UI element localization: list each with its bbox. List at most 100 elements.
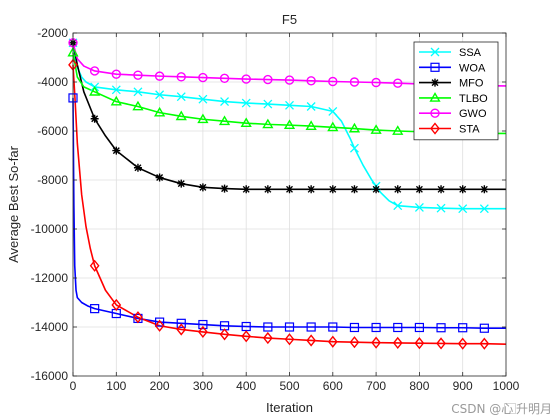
marker-gwo	[349, 77, 360, 87]
x-tick-label: 200	[150, 379, 170, 393]
marker-mfo	[90, 114, 99, 123]
marker-woa	[90, 304, 100, 314]
watermark: CSDN @心 ⃞升明月	[451, 402, 552, 416]
legend-item-gwo: GWO	[419, 108, 487, 120]
x-tick-label: 800	[409, 379, 429, 393]
marker-mfo	[372, 185, 381, 194]
legend-item-ssa: SSA	[419, 47, 482, 59]
series-line-woa	[72, 97, 506, 330]
y-tick-label: -8000	[37, 173, 68, 187]
x-tick-label: 400	[236, 379, 256, 393]
marker-gwo	[89, 66, 100, 76]
marker-tlbo	[175, 110, 187, 121]
marker-ssa	[263, 99, 273, 109]
marker-sta	[457, 337, 468, 350]
marker-sta	[306, 334, 317, 347]
marker-sta	[414, 337, 425, 350]
marker-mfo	[133, 163, 142, 172]
marker-woa	[393, 322, 403, 333]
marker-sta	[241, 330, 252, 343]
marker-sta	[198, 325, 208, 339]
marker-woa	[263, 322, 273, 332]
marker-sta	[392, 336, 403, 350]
legend-label-sta: STA	[459, 124, 480, 136]
marker-gwo	[263, 74, 273, 85]
axis-ticks: 0 100 200 300 400 500 600 700 800 900 1000 -2000 -40…	[31, 26, 520, 393]
marker-gwo	[219, 73, 230, 84]
marker-sta	[133, 311, 143, 324]
marker-woa	[479, 323, 489, 333]
marker-mfo	[415, 185, 424, 194]
legend-marker-mfo	[431, 78, 439, 87]
marker-tlbo	[305, 120, 317, 131]
marker-gwo	[306, 76, 316, 86]
legend-marker-gwo	[430, 108, 440, 118]
y-tick-label: -2000	[37, 26, 68, 40]
marker-gwo	[393, 78, 403, 88]
y-tick-label: -10000	[31, 222, 69, 236]
marker-mfo	[285, 185, 294, 194]
legend-label-ssa: SSA	[459, 47, 482, 59]
marker-mfo	[437, 185, 446, 194]
marker-woa	[176, 318, 186, 328]
marker-ssa	[436, 203, 446, 213]
legend-marker-tlbo	[429, 92, 441, 102]
marker-ssa	[306, 102, 316, 111]
marker-ssa	[328, 106, 338, 116]
series-markers-sta	[68, 58, 490, 350]
marker-ssa	[414, 202, 424, 212]
marker-mfo	[112, 146, 121, 155]
legend-label-woa: WOA	[459, 62, 486, 74]
legend-label-gwo: GWO	[459, 108, 487, 120]
marker-mfo	[480, 185, 489, 194]
legend-marker-woa	[430, 62, 440, 72]
marker-ssa	[155, 90, 165, 100]
marker-woa	[349, 322, 360, 333]
marker-mfo	[177, 179, 186, 188]
marker-sta	[436, 337, 446, 350]
marker-ssa	[220, 97, 230, 107]
marker-woa	[458, 323, 468, 333]
legend-marker-ssa	[430, 47, 440, 57]
x-axis-title: Iteration	[266, 400, 313, 415]
marker-woa	[306, 322, 316, 332]
marker-gwo	[176, 72, 186, 82]
marker-sta	[479, 337, 490, 350]
marker-mfo	[242, 185, 251, 194]
marker-gwo	[133, 70, 143, 80]
y-tick-label: -12000	[31, 271, 69, 285]
marker-gwo	[241, 74, 251, 84]
marker-ssa	[349, 143, 359, 153]
marker-woa	[155, 317, 165, 327]
marker-tlbo	[240, 117, 252, 128]
legend-label-mfo: MFO	[459, 78, 484, 90]
y-axis-title: Average Best So-far	[6, 145, 21, 262]
marker-tlbo	[327, 121, 339, 132]
marker-tlbo	[283, 119, 296, 130]
marker-tlbo	[392, 125, 404, 135]
marker-ssa	[479, 204, 489, 214]
marker-tlbo	[348, 122, 361, 133]
x-tick-label: 100	[106, 379, 126, 393]
marker-sta	[154, 319, 165, 332]
legend-item-woa: WOA	[419, 62, 486, 74]
legend-item-mfo: MFO	[419, 78, 484, 90]
marker-mfo	[350, 185, 359, 194]
x-tick-label: 500	[279, 379, 299, 393]
x-tick-label: 700	[366, 379, 386, 393]
marker-sta	[219, 328, 230, 341]
marker-ssa	[285, 100, 294, 110]
marker-mfo	[393, 185, 402, 194]
marker-gwo	[328, 76, 338, 87]
marker-ssa	[176, 92, 186, 102]
marker-tlbo	[218, 115, 231, 126]
marker-mfo	[155, 173, 164, 182]
marker-tlbo	[197, 113, 209, 124]
x-tick-label: 300	[193, 379, 213, 393]
marker-ssa	[241, 98, 251, 108]
x-tick-label: 900	[453, 379, 473, 393]
marker-ssa	[393, 201, 403, 211]
marker-mfo	[328, 185, 337, 194]
marker-gwo	[198, 72, 208, 83]
